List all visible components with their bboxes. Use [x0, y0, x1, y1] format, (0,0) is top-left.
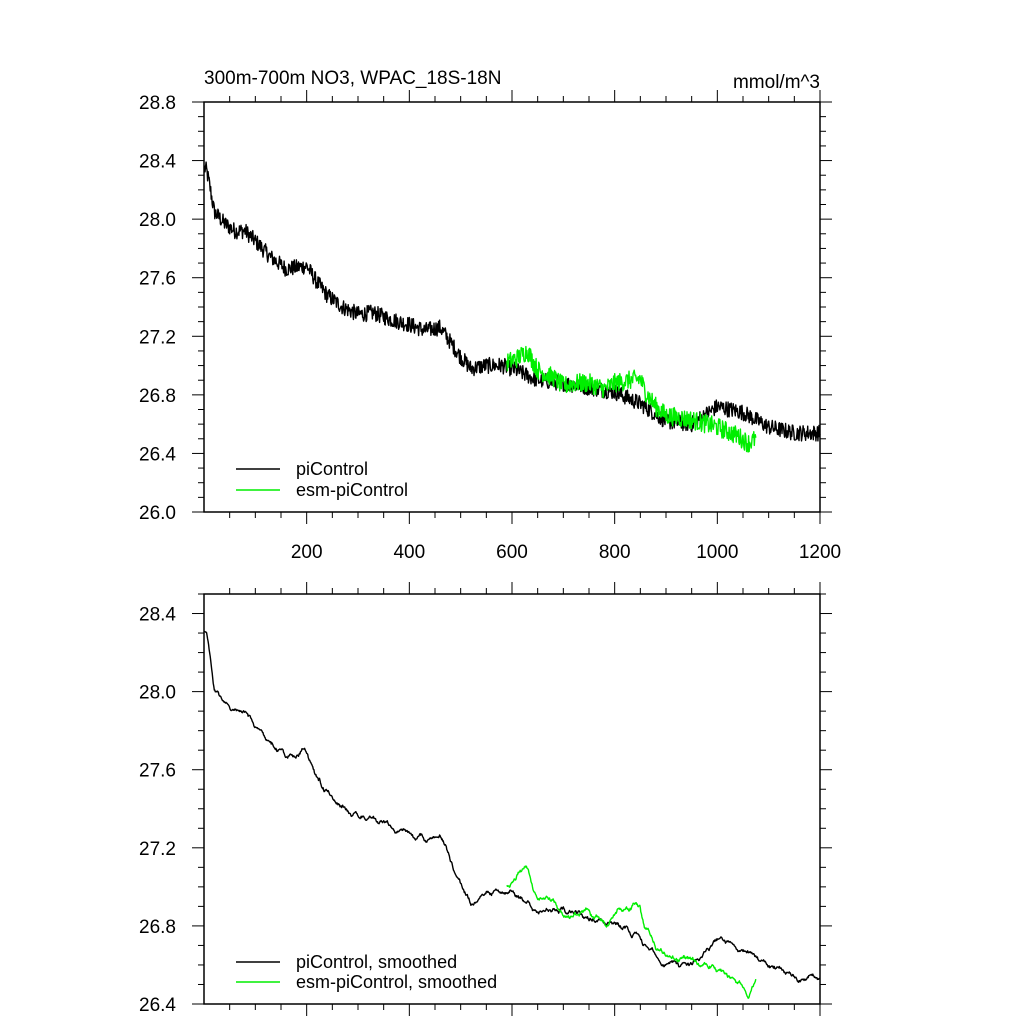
- legend-label-picontrol-smoothed: piControl, smoothed: [296, 952, 457, 972]
- bottom-plot-frame: [203, 593, 821, 1005]
- top-panel: 26.0 26.4 26.8 27.2 27.6 28.0 28.4 28.8 200 400 60…: [139, 68, 841, 563]
- top-ytick-label: 27.2: [139, 327, 176, 348]
- bottom-ytick-label: 27.6: [139, 761, 176, 782]
- bottom-plot-data: [204, 630, 821, 999]
- legend-label-esm-picontrol-smoothed: esm-piControl, smoothed: [296, 972, 497, 992]
- top-chart-units: mmol/m^3: [733, 72, 820, 93]
- top-series-picontrol: [203, 161, 821, 442]
- bottom-series-picontrol-smoothed: [204, 630, 821, 983]
- top-xtick-label: 1000: [696, 542, 738, 563]
- top-xtick-label: 400: [393, 542, 425, 563]
- top-plot-data: [203, 161, 821, 453]
- bottom-ytick-label: 28.4: [139, 605, 176, 626]
- top-ytick-label: 26.0: [139, 503, 176, 524]
- top-ytick-label: 28.4: [139, 152, 176, 173]
- top-series-esm-picontrol: [506, 345, 757, 453]
- bottom-ytick-label: 26.8: [139, 917, 176, 938]
- bottom-axis-ticks: 26.4 26.8 27.2 27.6 28.0 28.4: [139, 582, 832, 1016]
- top-chart-title: 300m-700m NO3, WPAC_18S-18N: [204, 68, 501, 89]
- legend-label-esm-picontrol: esm-piControl: [296, 480, 408, 500]
- top-xtick-label: 200: [291, 542, 323, 563]
- top-axis-ticks: 26.0 26.4 26.8 27.2 27.6 28.0 28.4 28.8 200 400 60…: [139, 90, 841, 563]
- bottom-panel: 26.4 26.8 27.2 27.6 28.0 28.4 piControl, smoo…: [139, 582, 832, 1016]
- bottom-ytick-label: 28.0: [139, 683, 176, 704]
- top-xtick-label: 600: [496, 542, 528, 563]
- top-ytick-label: 27.6: [139, 269, 176, 290]
- bottom-ytick-label: 27.2: [139, 839, 176, 860]
- bottom-series-esm-picontrol-smoothed: [506, 865, 757, 999]
- top-ytick-label: 26.8: [139, 386, 176, 407]
- top-ytick-label: 26.4: [139, 444, 176, 465]
- bottom-legend: piControl, smoothed esm-piControl, smoot…: [236, 952, 497, 992]
- bottom-ytick-label: 26.4: [139, 995, 176, 1016]
- top-plot-frame: [203, 101, 821, 513]
- top-xtick-label: 800: [599, 542, 631, 563]
- top-ytick-label: 28.8: [139, 93, 176, 114]
- legend-label-picontrol: piControl: [296, 459, 368, 479]
- top-xtick-label: 1200: [799, 542, 841, 563]
- top-ytick-label: 28.0: [139, 210, 176, 231]
- top-legend: piControl esm-piControl: [236, 459, 408, 500]
